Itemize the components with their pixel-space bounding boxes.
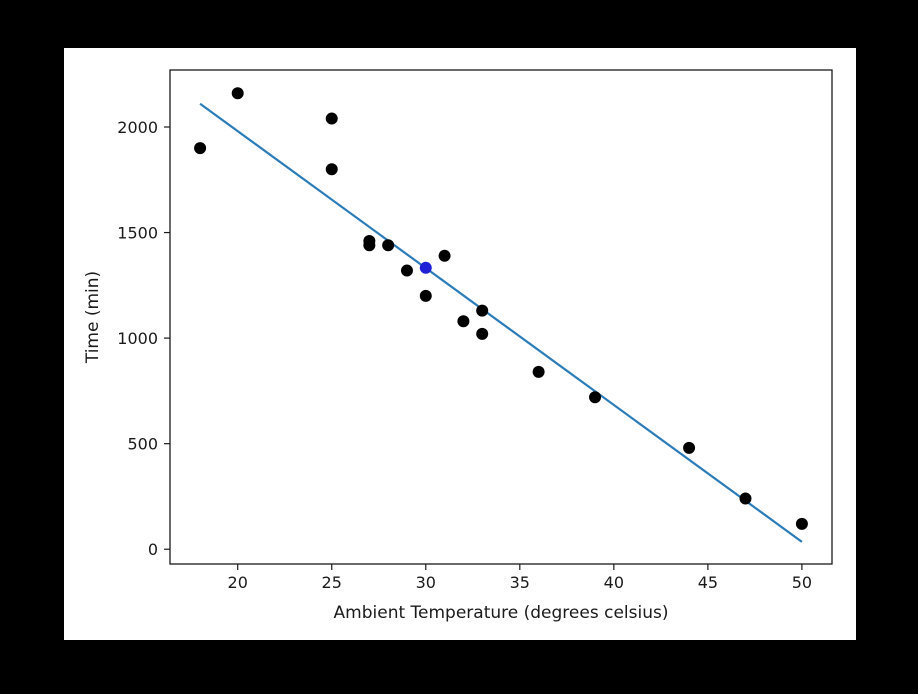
data-point (325, 112, 338, 125)
x-tick-label: 50 (792, 573, 812, 592)
x-tick-label: 30 (416, 573, 436, 592)
y-tick-label: 500 (127, 435, 158, 454)
highlighted-point (419, 261, 432, 274)
x-tick-label: 40 (604, 573, 624, 592)
y-tick-label: 2000 (117, 118, 158, 137)
y-tick-label: 1000 (117, 329, 158, 348)
plot-area-frame (169, 69, 833, 565)
data-point (683, 441, 696, 454)
data-point (532, 365, 545, 378)
fit-line (199, 102, 803, 543)
data-point (194, 142, 207, 155)
data-point (739, 492, 752, 505)
data-point (589, 391, 602, 404)
data-point (363, 239, 376, 252)
x-axis-label: Ambient Temperature (degrees celsius) (334, 603, 669, 623)
data-point (382, 239, 395, 252)
y-axis-label: Time (min) (83, 271, 103, 364)
x-tick-label: 20 (228, 573, 248, 592)
plot-marks (194, 87, 808, 543)
data-point (231, 87, 244, 100)
data-point (457, 315, 470, 328)
chart-canvas: 20 25 30 35 40 45 50 0 500 1000 1500 2000 Ambient T… (64, 48, 856, 640)
data-point (476, 327, 489, 340)
data-point (419, 289, 432, 302)
data-point (476, 304, 489, 317)
x-tick-label: 25 (322, 573, 342, 592)
y-tick-label: 1500 (117, 224, 158, 243)
x-tick-label: 45 (698, 573, 718, 592)
data-point (400, 264, 413, 277)
x-tick-label: 35 (510, 573, 530, 592)
data-point (325, 163, 338, 176)
data-point (438, 249, 451, 262)
data-point (795, 517, 808, 530)
y-tick-label: 0 (148, 540, 158, 559)
